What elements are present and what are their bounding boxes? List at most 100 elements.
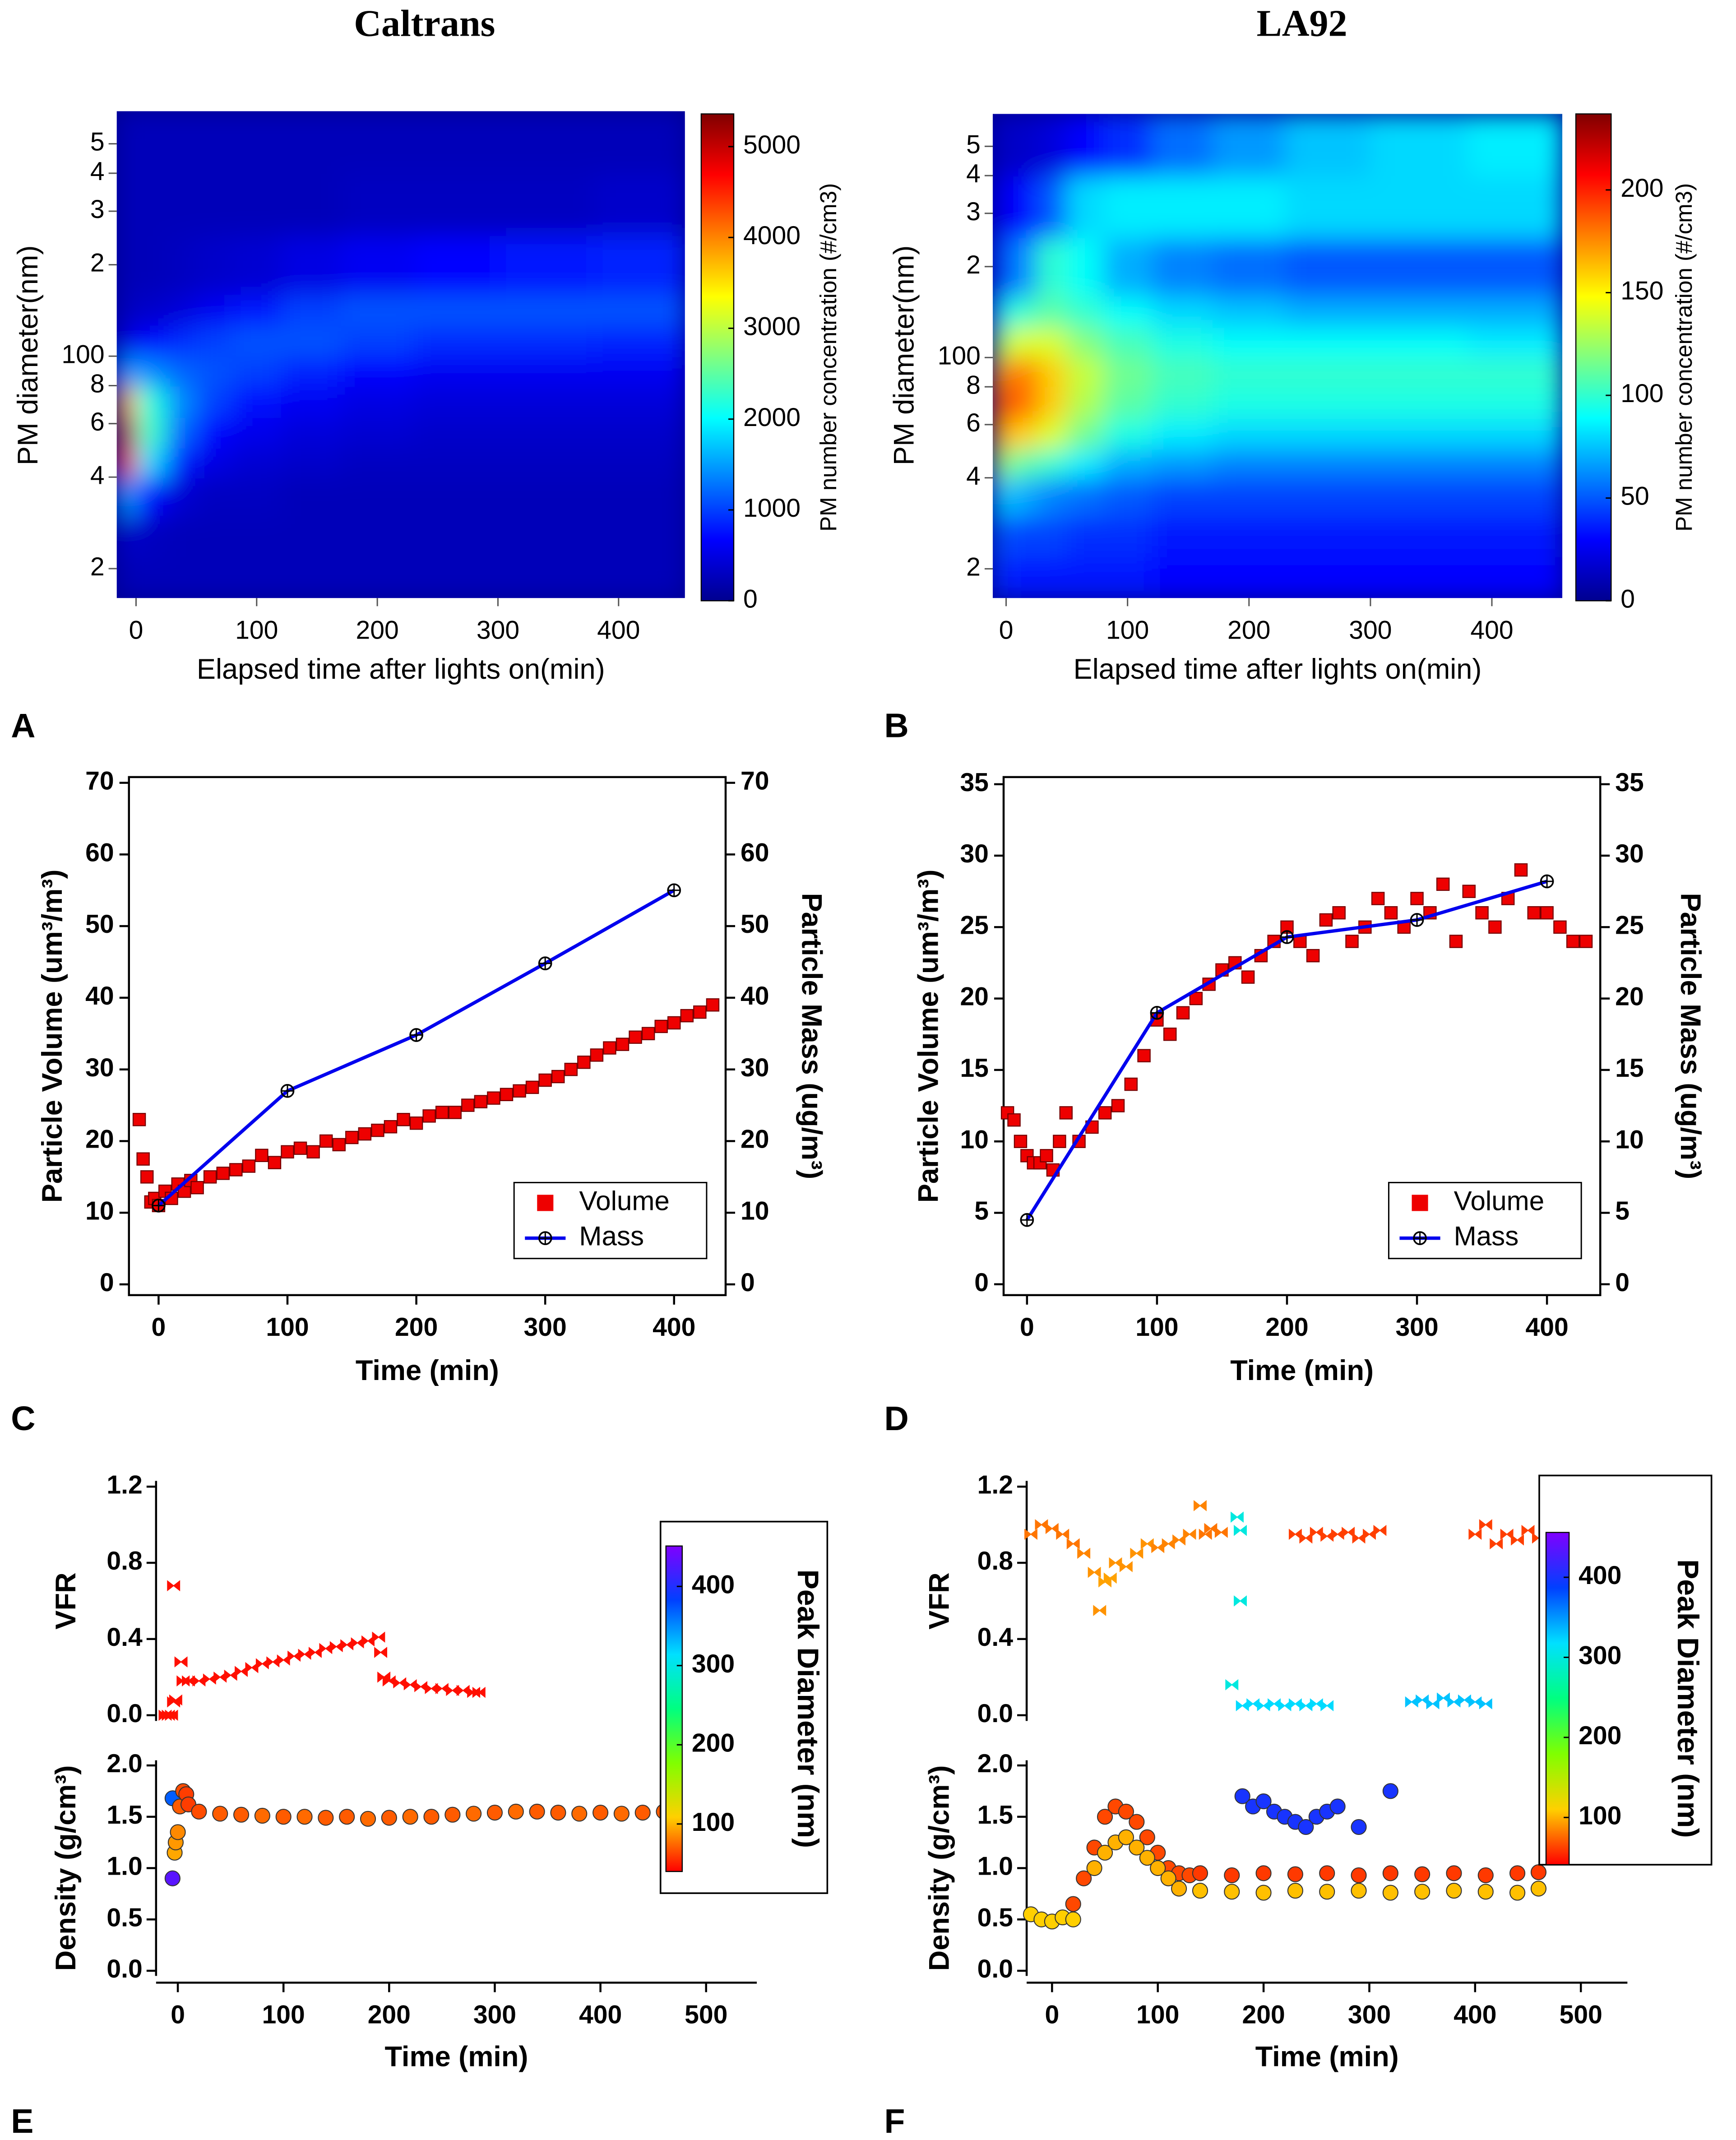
legend-label: Volume [579, 1186, 669, 1216]
heatmap-cell [1467, 515, 1563, 557]
colorbar-tick-label: 5000 [743, 130, 801, 159]
heatmap-cell [1103, 556, 1153, 598]
volume-point [1176, 1006, 1190, 1019]
heatmap-cell [1213, 515, 1287, 557]
vfr-point [372, 1631, 385, 1643]
heatmap-cell [1213, 357, 1287, 388]
marker-cross [539, 1232, 551, 1245]
volume-point [293, 1141, 307, 1155]
x-tick-label: 400 [1526, 1313, 1569, 1342]
y-tick-label: 2.0 [106, 1749, 142, 1778]
density-point [1065, 1896, 1081, 1912]
volume-point [136, 1152, 150, 1166]
density-point [1351, 1819, 1367, 1835]
density-point [486, 1805, 503, 1821]
colorbar [700, 113, 735, 602]
volume-point [1436, 877, 1450, 891]
marker [1020, 1213, 1034, 1227]
y-tick-label: 6 [966, 408, 981, 437]
marker-cross [1021, 1214, 1033, 1226]
x-tick-label: 400 [653, 1313, 695, 1342]
volume-point [500, 1088, 514, 1101]
heatmap-cell [1103, 448, 1153, 479]
vfr-point [169, 1694, 182, 1706]
heatmap-cell [594, 111, 685, 174]
heatmap-cell [1467, 357, 1563, 388]
y-tick-label: 4 [966, 462, 981, 491]
y-tick-label: 60 [85, 838, 114, 867]
y2-tick-label: 0 [741, 1268, 755, 1297]
legend-label: Volume [1454, 1186, 1544, 1216]
heatmap-cell [413, 325, 499, 357]
heatmap-cell [166, 417, 197, 449]
x-tick-label: 100 [1135, 1313, 1178, 1342]
density-point [233, 1806, 250, 1823]
y-axis-label: Density (g/cm³) [50, 1765, 82, 1971]
heatmap-cell [498, 294, 596, 327]
x-tick-label: 200 [1227, 616, 1270, 644]
colorbar-tick-label: 200 [1579, 1721, 1621, 1750]
density-point [170, 1824, 186, 1840]
heatmap-cell [1067, 357, 1104, 388]
y2-tick-label: 10 [1615, 1125, 1644, 1154]
colorbar-tick-label: 100 [1579, 1801, 1621, 1830]
y-tick-label: 10 [85, 1196, 114, 1225]
volume-point [1332, 906, 1346, 920]
heatmap-cell [1103, 237, 1153, 297]
density-point [1351, 1867, 1367, 1883]
heatmap-cell [1370, 448, 1468, 479]
heatmap-cell [1006, 556, 1037, 598]
volume-point [1410, 892, 1424, 905]
heatmap-cell [1152, 357, 1213, 388]
heatmap-cell [116, 235, 137, 295]
heatmap-cell [341, 294, 415, 327]
heatmap-cell [1285, 357, 1371, 388]
volume-point [513, 1084, 526, 1098]
heatmap-cell [992, 418, 1007, 449]
colorbar-tick-label: 50 [1620, 482, 1649, 511]
volume-point [1098, 1106, 1112, 1120]
y-tick-label: 0 [100, 1268, 114, 1297]
y-tick-label: 70 [85, 767, 114, 796]
y-tick-label: 20 [960, 982, 989, 1011]
marker-cross [1281, 931, 1293, 944]
density-point [1097, 1844, 1113, 1861]
y-tick-label: 1.2 [106, 1470, 142, 1499]
heatmap-cell [1036, 418, 1068, 449]
volume-point [487, 1091, 500, 1105]
heatmap-cell [341, 515, 415, 557]
y-tick-label: 1.0 [106, 1852, 142, 1881]
panel-title: LA92 [1257, 2, 1347, 44]
volume-point [1163, 1028, 1177, 1041]
heatmap-cell [498, 385, 596, 418]
vfr-point [1024, 1529, 1037, 1540]
x-tick-label: 200 [368, 2001, 411, 2029]
volume-point [306, 1145, 320, 1159]
marker [1413, 1231, 1427, 1245]
volume-point [229, 1163, 243, 1177]
heatmap-cell [281, 448, 342, 478]
x-tick-label: 400 [1454, 2001, 1496, 2029]
volume-point [1137, 1049, 1151, 1062]
x-axis-label: Time (min) [356, 1355, 499, 1386]
density-point [296, 1809, 313, 1825]
y-tick-label: 2 [966, 250, 981, 279]
x-tick-label: 0 [1045, 2001, 1059, 2029]
volume-point [1319, 913, 1333, 927]
marker [1410, 913, 1424, 927]
vfr-point [1342, 1527, 1355, 1538]
marker-cross [281, 1084, 294, 1097]
x-tick-label: 0 [171, 2001, 185, 2029]
y-tick-label: 0.8 [977, 1547, 1013, 1575]
heatmap-cell [413, 556, 499, 598]
vfr-point [1490, 1538, 1503, 1550]
marker [538, 1231, 552, 1245]
heatmap-cell [116, 556, 137, 598]
panel-letter: E [11, 2102, 33, 2140]
x-tick-label: 0 [152, 1313, 166, 1342]
heatmap-cell [992, 448, 1007, 479]
heatmap-cell [136, 111, 167, 174]
x-tick-label: 300 [1395, 1313, 1438, 1342]
panel-title: Caltrans [354, 2, 495, 44]
density-point [1509, 1865, 1526, 1881]
